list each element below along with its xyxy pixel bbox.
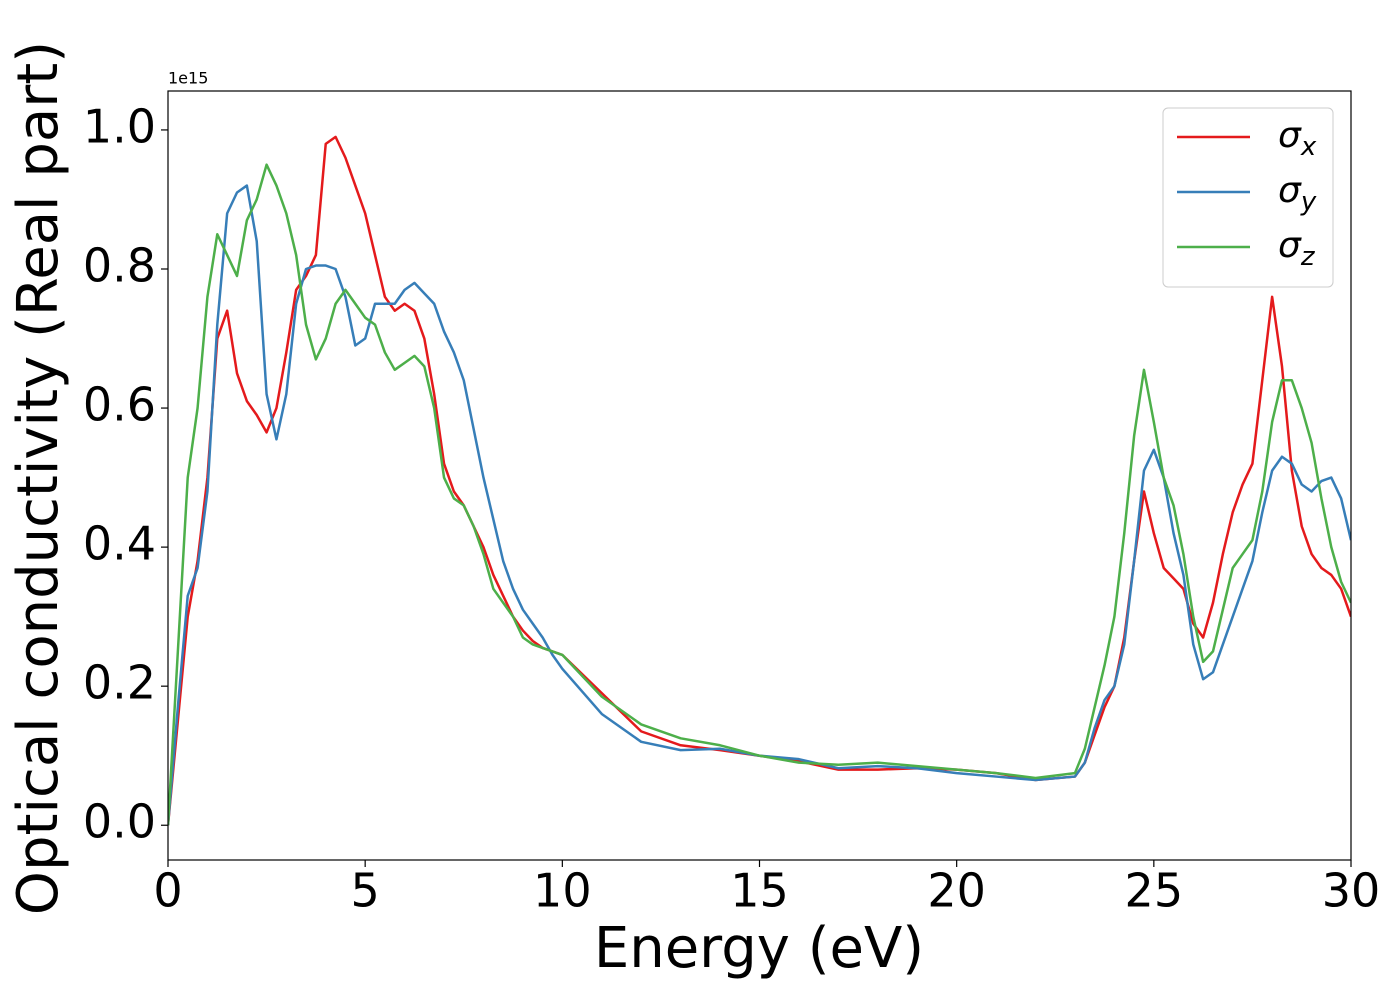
legend-label: σy (1278, 170, 1317, 217)
y-tick-label: 0.8 (83, 238, 156, 292)
x-tick-label: 25 (1125, 864, 1184, 918)
legend-label: σx (1278, 115, 1317, 162)
x-tick-label: 5 (351, 864, 380, 918)
x-tick-label: 15 (730, 864, 789, 918)
plot-frame (167, 90, 1352, 861)
x-tick-label: 30 (1322, 864, 1381, 918)
x-tick-label: 20 (927, 864, 986, 918)
y-tick-label: 0.0 (83, 795, 156, 849)
x-axis-label: Energy (eV) (594, 916, 924, 981)
y-tick-label: 0.6 (83, 378, 156, 432)
y-axis-label: Optical conductivity (Real part) (6, 41, 71, 915)
legend-label: σz (1278, 225, 1316, 272)
x-tick-label: 10 (533, 864, 592, 918)
legend-box (1162, 107, 1334, 288)
x-tick-label: 0 (153, 864, 182, 918)
series-line (168, 163, 1351, 826)
offset-label: 1e15 (168, 69, 208, 88)
y-tick-label: 0.4 (83, 517, 156, 571)
y-tick-label: 0.2 (83, 656, 156, 710)
y-tick-label: 1.0 (83, 99, 156, 153)
